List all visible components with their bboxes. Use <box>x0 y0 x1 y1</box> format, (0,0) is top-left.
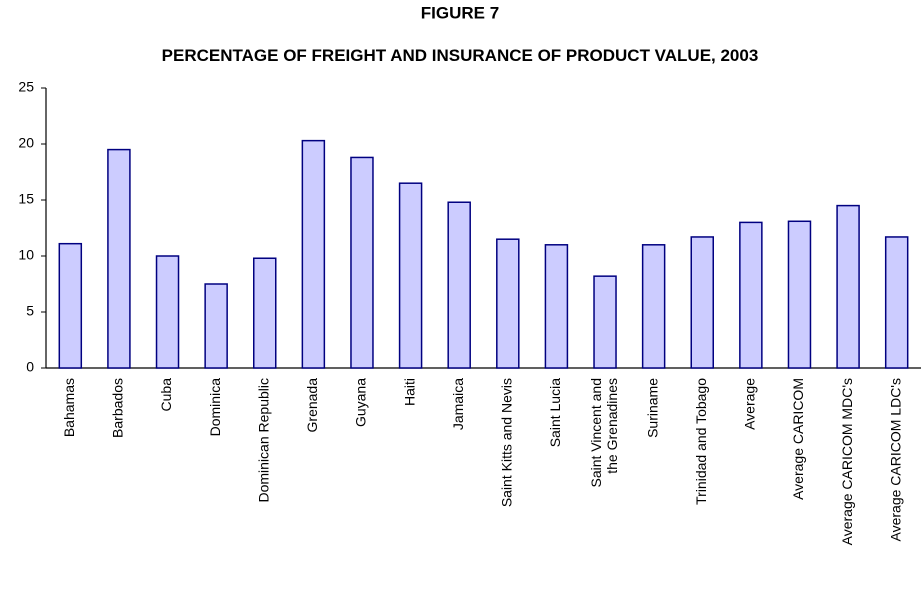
bar <box>301 139 326 369</box>
chart-title: FIGURE 7 <box>421 3 499 22</box>
x-tick-label: Bahamas <box>61 378 77 437</box>
y-tick-label: 10 <box>18 247 34 263</box>
bar <box>107 148 131 369</box>
x-tick-label: Guyana <box>353 378 369 427</box>
x-tick-label: Haiti <box>401 378 417 406</box>
y-tick-label: 20 <box>18 135 34 151</box>
bar <box>58 242 83 369</box>
x-tick-label: Trinidad and Tobago <box>693 378 709 505</box>
x-tick-label: Dominica <box>207 378 223 437</box>
bar <box>447 201 471 369</box>
y-tick-label: 15 <box>18 191 34 207</box>
bar <box>253 257 277 369</box>
bar <box>836 204 860 369</box>
bar <box>350 156 374 369</box>
chart-subtitle: PERCENTAGE OF FREIGHT AND INSURANCE OF P… <box>162 46 759 65</box>
bar <box>155 255 180 369</box>
bar <box>690 236 714 369</box>
x-tick-label: Saint Lucia <box>547 378 563 447</box>
x-tick-label: Average CARICOM <box>790 378 806 500</box>
y-tick-label: 25 <box>18 79 34 95</box>
x-tick-label: Jamaica <box>450 378 466 430</box>
bar <box>787 220 812 369</box>
y-tick-label: 5 <box>26 303 34 319</box>
y-tick-label: 0 <box>26 359 34 375</box>
x-tick-label: Saint Vincent andthe Grenadines <box>588 378 620 488</box>
bar <box>641 244 666 369</box>
x-tick-label: Saint Kitts and Nevis <box>499 378 515 507</box>
x-tick-label: Grenada <box>304 378 320 433</box>
x-tick-label: Cuba <box>158 378 174 412</box>
bar <box>398 182 423 369</box>
x-tick-label: Barbados <box>110 378 126 438</box>
bar <box>884 236 909 369</box>
bar <box>544 244 569 369</box>
x-tick-label: Average <box>742 378 758 430</box>
x-tick-label: Suriname <box>644 378 660 438</box>
bar <box>593 275 617 369</box>
x-tick-label: Average CARICOM LDC's <box>887 378 903 541</box>
bar <box>496 238 520 369</box>
bar <box>739 221 763 369</box>
x-tick-label: Average CARICOM MDC's <box>839 378 855 545</box>
bar <box>204 283 228 369</box>
x-tick-label: Dominican Republic <box>255 378 271 503</box>
